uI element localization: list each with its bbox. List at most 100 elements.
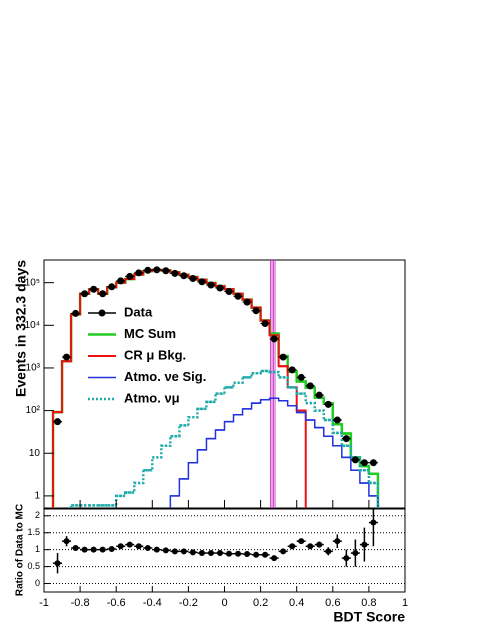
ratio-point bbox=[226, 550, 233, 557]
ratio-point bbox=[307, 543, 314, 550]
ratio-point bbox=[289, 543, 296, 550]
x-tick-label: -0.8 bbox=[71, 597, 90, 609]
data-point bbox=[162, 267, 170, 275]
ratio-point bbox=[90, 546, 97, 553]
ratio-point bbox=[126, 541, 133, 548]
lower-frame bbox=[43, 508, 406, 593]
x-tick-label: -0.4 bbox=[143, 597, 162, 609]
upper-plot bbox=[51, 260, 380, 508]
y-axis-label: Events in 332.3 days bbox=[13, 260, 29, 397]
data-point bbox=[72, 309, 80, 317]
data-point bbox=[135, 269, 143, 277]
y-tick-label: 10³ bbox=[26, 363, 41, 374]
data-point bbox=[171, 269, 179, 277]
y-tick-label: 2 bbox=[35, 510, 40, 520]
y-tick-label: 10² bbox=[26, 405, 41, 416]
ratio-point bbox=[198, 550, 205, 557]
ratio-point bbox=[135, 543, 142, 550]
data-point bbox=[180, 272, 188, 280]
data-point bbox=[81, 290, 89, 298]
legend-label: MC Sum bbox=[124, 326, 176, 341]
data-point bbox=[351, 456, 359, 464]
data-point bbox=[306, 382, 314, 390]
data-point bbox=[369, 459, 377, 467]
ratio-point bbox=[108, 545, 115, 552]
data-point bbox=[261, 320, 269, 328]
ratio-point bbox=[235, 550, 242, 557]
data-point bbox=[225, 288, 233, 296]
lower-plot bbox=[53, 509, 378, 574]
y-tick-label: 0.5 bbox=[27, 561, 40, 571]
legend-label: Atmo. νe Sig. bbox=[124, 369, 206, 384]
ratio-point bbox=[262, 551, 269, 558]
ratio-point bbox=[63, 538, 70, 545]
data-point bbox=[90, 285, 98, 293]
data-point bbox=[144, 266, 152, 274]
ratio-point bbox=[271, 555, 278, 562]
y-tick-label: 1 bbox=[34, 491, 40, 502]
ratio-point bbox=[343, 555, 350, 562]
histogram-outline bbox=[51, 268, 380, 508]
data-point bbox=[54, 418, 62, 426]
x-tick-label: 0.6 bbox=[325, 597, 340, 609]
data-point bbox=[342, 435, 350, 443]
data-point bbox=[270, 335, 278, 343]
legend-marker bbox=[98, 309, 106, 317]
data-point bbox=[63, 353, 71, 361]
ratio-point bbox=[334, 538, 341, 545]
data-point bbox=[243, 298, 251, 306]
data-point bbox=[189, 275, 197, 283]
x-tick-label: 1 bbox=[402, 597, 408, 609]
data-point bbox=[198, 278, 206, 286]
data-point bbox=[99, 290, 107, 298]
x-tick-label: -1 bbox=[39, 597, 49, 609]
ratio-point bbox=[298, 538, 305, 545]
data-point bbox=[207, 281, 215, 289]
data-point bbox=[108, 283, 116, 291]
ratio-point bbox=[81, 546, 88, 553]
ratio-point bbox=[316, 541, 323, 548]
data-point bbox=[315, 391, 323, 399]
ratio-point bbox=[162, 547, 169, 554]
legend-label: CR μ Bkg. bbox=[124, 347, 186, 362]
ratio-point bbox=[207, 550, 214, 557]
data-point bbox=[324, 400, 332, 408]
data-point bbox=[297, 373, 305, 381]
y-tick-label: 10 bbox=[29, 448, 41, 459]
histogram-outline bbox=[52, 268, 379, 508]
ratio-point bbox=[117, 543, 124, 550]
ratio-axis-label: Ratio of Data to MC bbox=[15, 504, 26, 596]
data-point bbox=[279, 353, 287, 361]
x-tick-label: -0.6 bbox=[107, 597, 126, 609]
x-tick-label: 0 bbox=[221, 597, 227, 609]
histogram-outline bbox=[52, 397, 379, 508]
y-tick-label: 10⁵ bbox=[25, 277, 40, 288]
legend-label: Atmo. νμ bbox=[124, 390, 180, 405]
data-point bbox=[216, 284, 224, 292]
ratio-point bbox=[99, 546, 106, 553]
histogram-outline bbox=[51, 369, 380, 508]
x-tick-label: 0.4 bbox=[289, 597, 304, 609]
ratio-point bbox=[361, 541, 368, 548]
ratio-point bbox=[370, 519, 377, 526]
data-point bbox=[153, 266, 161, 274]
ratio-point bbox=[216, 550, 223, 557]
data-point bbox=[288, 366, 296, 374]
data-point bbox=[252, 307, 260, 315]
y-tick-label: 0 bbox=[35, 578, 40, 588]
ratio-point bbox=[54, 560, 61, 567]
ratio-point bbox=[244, 551, 251, 558]
x-tick-label: -0.2 bbox=[179, 597, 198, 609]
legend-label: Data bbox=[124, 304, 153, 319]
data-point bbox=[234, 292, 242, 300]
ratio-point bbox=[253, 551, 260, 558]
x-axis-label: BDT Score bbox=[333, 609, 405, 625]
data-point bbox=[117, 277, 125, 285]
x-tick-label: 0.8 bbox=[361, 597, 376, 609]
data-point bbox=[333, 416, 341, 424]
x-tick-label: 0.2 bbox=[253, 597, 268, 609]
ratio-point bbox=[189, 549, 196, 556]
ratio-point bbox=[153, 546, 160, 553]
data-point bbox=[126, 272, 134, 280]
